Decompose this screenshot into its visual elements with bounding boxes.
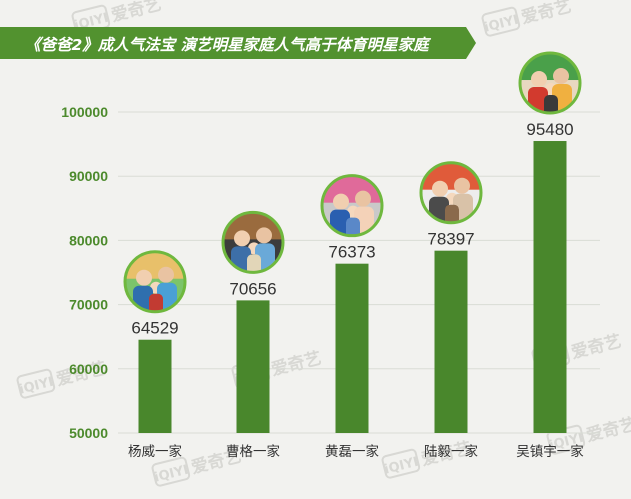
- watermark-text: 爱奇艺: [519, 0, 574, 28]
- x-tick-label: 黄磊一家: [325, 443, 379, 460]
- y-tick-label: 70000: [69, 297, 108, 313]
- watermark-text: 爱奇艺: [569, 331, 624, 364]
- avatar-ring: [518, 51, 582, 115]
- family-photo-avatar: [123, 250, 187, 314]
- watermark-box: [481, 6, 521, 37]
- data-label: 78397: [427, 230, 474, 249]
- family-photo-avatar: [320, 174, 384, 238]
- title-banner: 《爸爸2》成人气法宝 演艺明星家庭人气高于体育明星家庭: [0, 27, 476, 59]
- watermark-box: [16, 368, 56, 399]
- bar-3: [335, 263, 369, 433]
- y-tick-label: 60000: [69, 361, 108, 377]
- watermark-text: 爱奇艺: [269, 348, 324, 381]
- avatar-ring: [221, 210, 285, 274]
- bar-4: [434, 250, 468, 433]
- x-tick-label: 吴镇宇一家: [516, 443, 584, 460]
- x-tick-label: 陆毅一家: [424, 443, 478, 460]
- family-photo-avatar: [419, 161, 483, 225]
- avatar-ring: [320, 174, 384, 238]
- bar-5: [533, 141, 567, 433]
- y-tick-label: 90000: [69, 168, 108, 184]
- data-labels: 64529 70656 76373 78397 95480: [131, 120, 573, 338]
- x-axis: 杨威一家 曹格一家 黄磊一家 陆毅一家 吴镇宇一家: [128, 443, 584, 460]
- avatars: [123, 51, 582, 314]
- avatar-ring: [419, 161, 483, 225]
- watermark-text: 爱奇艺: [584, 414, 631, 447]
- chart-title: 《爸爸2》成人气法宝 演艺明星家庭人气高于体育明星家庭: [25, 36, 431, 54]
- avatar-ring: [123, 250, 187, 314]
- watermark-box: [381, 448, 421, 479]
- title-banner-shape: [0, 27, 476, 59]
- family-photo-avatar: [518, 51, 582, 115]
- y-tick-label: 100000: [61, 104, 108, 120]
- bar-2: [236, 300, 270, 433]
- y-axis: 50000 60000 70000 80000 90000 100000: [61, 104, 108, 441]
- watermark-text: 爱奇艺: [109, 0, 164, 26]
- data-label: 70656: [229, 279, 276, 298]
- family-photo-avatar: [221, 210, 285, 274]
- data-label: 64529: [131, 319, 178, 338]
- data-label: 76373: [328, 243, 375, 262]
- bars: [138, 141, 567, 433]
- x-tick-label: 曹格一家: [226, 443, 280, 460]
- y-tick-label: 50000: [69, 425, 108, 441]
- watermark-box: [151, 456, 191, 487]
- y-tick-label: 80000: [69, 232, 108, 248]
- bar-1: [138, 339, 172, 433]
- x-tick-label: 杨威一家: [128, 443, 182, 460]
- data-label: 95480: [526, 120, 573, 139]
